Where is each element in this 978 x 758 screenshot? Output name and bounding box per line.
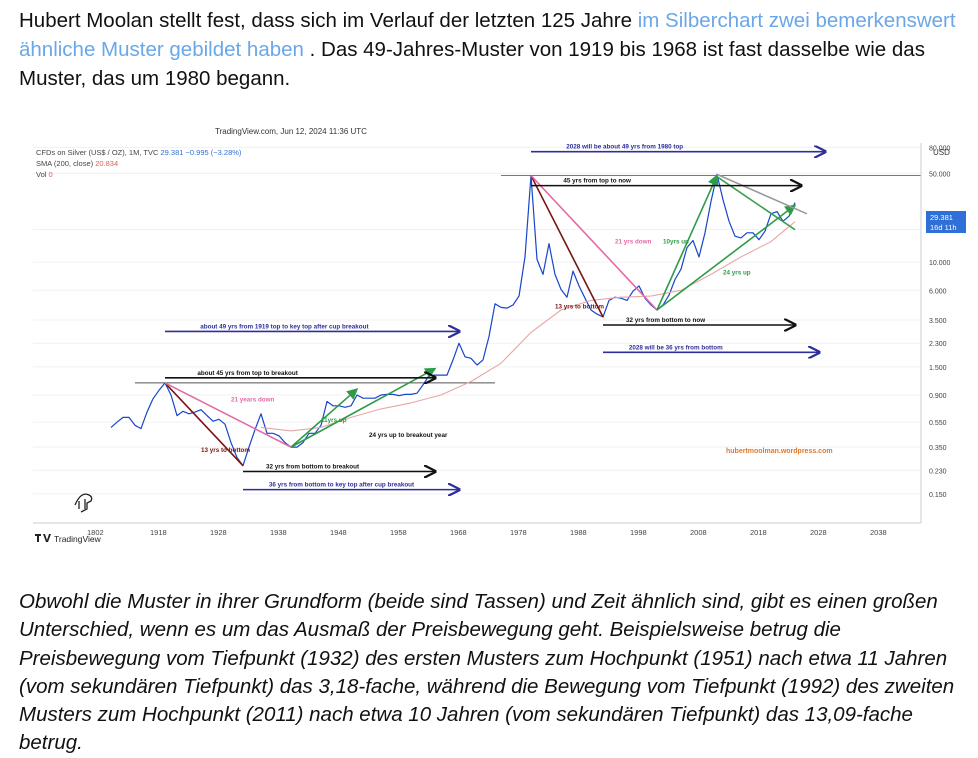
time-arrow-label: 36 yrs from bottom to key top after cup …	[269, 482, 415, 489]
chart-title: TradingView.com, Jun 12, 2024 11:36 UTC	[215, 127, 367, 136]
price-tag: 29.381 16d 11h	[926, 211, 966, 233]
y-tick-label: 0.900	[929, 393, 947, 400]
legend-symbol: CFDs on Silver (US$ / OZ), 1M, TVC 29.38…	[36, 148, 242, 157]
chart-lines	[110, 173, 921, 467]
x-tick-label: 1948	[330, 528, 347, 537]
trendline	[290, 388, 359, 448]
intro-text-2: . Das 49-Jahres-Muster von 1919 bis 1968…	[19, 38, 925, 90]
x-tick-label: 2008	[690, 528, 707, 537]
y-tick-label: 50.000	[929, 171, 951, 178]
y-tick-label: 1.500	[929, 365, 947, 372]
currency-label: USD	[933, 148, 950, 157]
tradingview-brand: TradingView	[54, 534, 102, 544]
price-tag-value: 29.381	[930, 213, 953, 222]
x-tick-label: 1968	[450, 528, 467, 537]
price-tag-countdown: 16d 11h	[930, 223, 957, 232]
chart-annotations: about 49 yrs from 1919 top to key top af…	[165, 144, 825, 490]
trendline	[530, 175, 658, 311]
y-tick-label: 2.300	[929, 341, 947, 348]
y-tick-label: 3.500	[929, 318, 947, 325]
trendline	[164, 382, 292, 448]
horse-logo-icon	[74, 493, 93, 513]
chart-annotation: 24 yrs up to breakout year	[369, 432, 448, 439]
article-intro: Hubert Moolan stellt fest, dass sich im …	[19, 6, 964, 93]
time-arrow-label: 32 yrs from bottom to breakout	[266, 464, 360, 471]
chart-background	[19, 113, 977, 571]
intro-text-1: Hubert Moolan stellt fest, dass sich im …	[19, 9, 638, 32]
legend-sma: SMA (200, close) 20.834	[36, 159, 118, 168]
y-tick-label: 80.000	[929, 145, 951, 152]
trendline	[530, 175, 604, 318]
x-tick-label: 1918	[150, 528, 167, 537]
article-quote: Obwohl die Muster in ihrer Grundform (be…	[19, 590, 955, 755]
chart-annotation: 21 yrs down	[615, 239, 652, 246]
chart-grid	[33, 146, 921, 495]
time-arrow-label: 32 yrs from bottom to now	[626, 317, 705, 324]
x-tick-label: 1938	[270, 528, 287, 537]
time-arrow-label: 2028 will be 36 yrs from bottom	[629, 344, 723, 351]
x-tick-label: 1928	[210, 528, 227, 537]
time-arrow-label: about 45 yrs from top to breakout	[197, 370, 298, 377]
tradingview-logo-icon	[35, 534, 51, 542]
trendline	[164, 382, 244, 467]
trendline	[656, 174, 719, 311]
silver-price-line	[110, 173, 796, 467]
chart-annotation: 24 yrs up	[723, 269, 751, 276]
x-tick-label: 1958	[390, 528, 407, 537]
x-tick-label: 1802	[87, 528, 104, 537]
chart-watermark: hubertmoolman.wordpress.com	[726, 448, 833, 455]
legend-vol: Vol 0	[36, 170, 53, 179]
y-tick-label: 0.550	[929, 420, 947, 427]
y-tick-label: 0.350	[929, 445, 947, 452]
sma-line	[260, 221, 796, 432]
x-tick-label: 1988	[570, 528, 587, 537]
chart-annotation: 13 yrs to bottom	[201, 447, 250, 454]
chart-axes: 80.00050.00018.00010.0006.0003.5002.3001…	[33, 143, 951, 537]
time-arrow-label: 2028 will be about 49 yrs from 1980 top	[566, 144, 683, 151]
trendline	[716, 173, 808, 215]
chart-annotation: 13 yrs to bottom	[555, 304, 604, 311]
x-tick-label: 1978	[510, 528, 527, 537]
silver-chart-image: about 49 yrs from 1919 top to key top af…	[19, 113, 977, 571]
y-tick-label: 6.000	[929, 288, 947, 295]
time-arrow-label: 45 yrs from top to now	[563, 178, 631, 185]
chart-annotation: 11yrs up	[321, 417, 347, 424]
time-arrow-label: about 49 yrs from 1919 top to key top af…	[200, 323, 369, 330]
silberchart-link[interactable]: im Silberchart zwei bemerkenswert ähnlic…	[19, 9, 956, 61]
x-tick-label: 2038	[870, 528, 887, 537]
x-tick-label: 2018	[750, 528, 767, 537]
x-tick-label: 2028	[810, 528, 827, 537]
x-tick-label: 1998	[630, 528, 647, 537]
y-tick-label: 10.000	[929, 260, 951, 267]
trendline	[656, 204, 797, 311]
chart-annotation: 10yrs up	[663, 239, 689, 246]
trendline	[290, 367, 437, 448]
chart-annotation: 21 years down	[231, 397, 275, 404]
silver-chart: about 49 yrs from 1919 top to key top af…	[19, 113, 977, 571]
y-tick-label: 0.230	[929, 468, 947, 475]
y-tick-label: 0.150	[929, 492, 947, 499]
